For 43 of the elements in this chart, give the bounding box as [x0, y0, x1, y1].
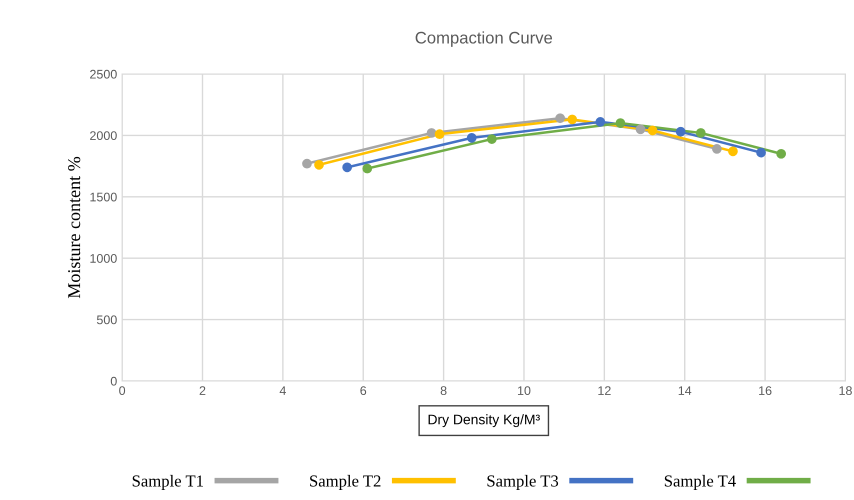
- point: [728, 146, 738, 156]
- y-tick-label: 0: [110, 376, 117, 386]
- legend-label: Sample T3: [487, 474, 558, 490]
- y-tick-label: 500: [96, 315, 117, 324]
- point: [616, 118, 626, 128]
- x-tick-label: 16: [759, 386, 772, 396]
- x-tick-label: 2: [200, 386, 206, 395]
- point: [362, 164, 372, 174]
- y-tick-label: 2500: [90, 70, 117, 79]
- chart-title: Compaction Curve: [416, 31, 552, 47]
- point: [756, 148, 766, 158]
- point: [712, 144, 722, 154]
- x-tick-label: 14: [678, 386, 692, 395]
- x-tick-label: 10: [518, 386, 530, 396]
- x-tick-label: 18: [839, 386, 852, 396]
- y-tick-label: 1000: [90, 254, 117, 263]
- point: [648, 126, 658, 136]
- point: [696, 128, 706, 138]
- x-tick-label: 4: [280, 386, 286, 395]
- point: [486, 134, 497, 144]
- point: [776, 148, 786, 159]
- x-tick-label: 6: [360, 386, 366, 396]
- point: [426, 128, 436, 138]
- point: [434, 129, 444, 140]
- x-tick-label: 12: [598, 386, 611, 395]
- y-tick-label: 2000: [90, 131, 117, 140]
- point: [342, 162, 352, 172]
- point: [636, 124, 646, 134]
- x-tick-label: 0: [119, 386, 126, 396]
- point: [595, 117, 606, 127]
- legend-label: Sample T2: [310, 474, 380, 490]
- point: [567, 114, 578, 124]
- point: [314, 160, 324, 170]
- x-axis-title: Dry Density Kg/M³: [428, 414, 540, 428]
- point: [302, 158, 312, 169]
- point: [676, 126, 686, 137]
- point: [555, 113, 566, 124]
- point: [466, 132, 477, 143]
- x-tick-label: 8: [440, 386, 447, 396]
- legend-label: Sample T1: [132, 474, 203, 490]
- y-tick-label: 1500: [90, 192, 117, 202]
- y-axis-title: Moisture content %: [68, 156, 80, 298]
- legend-label: Sample T4: [664, 474, 736, 490]
